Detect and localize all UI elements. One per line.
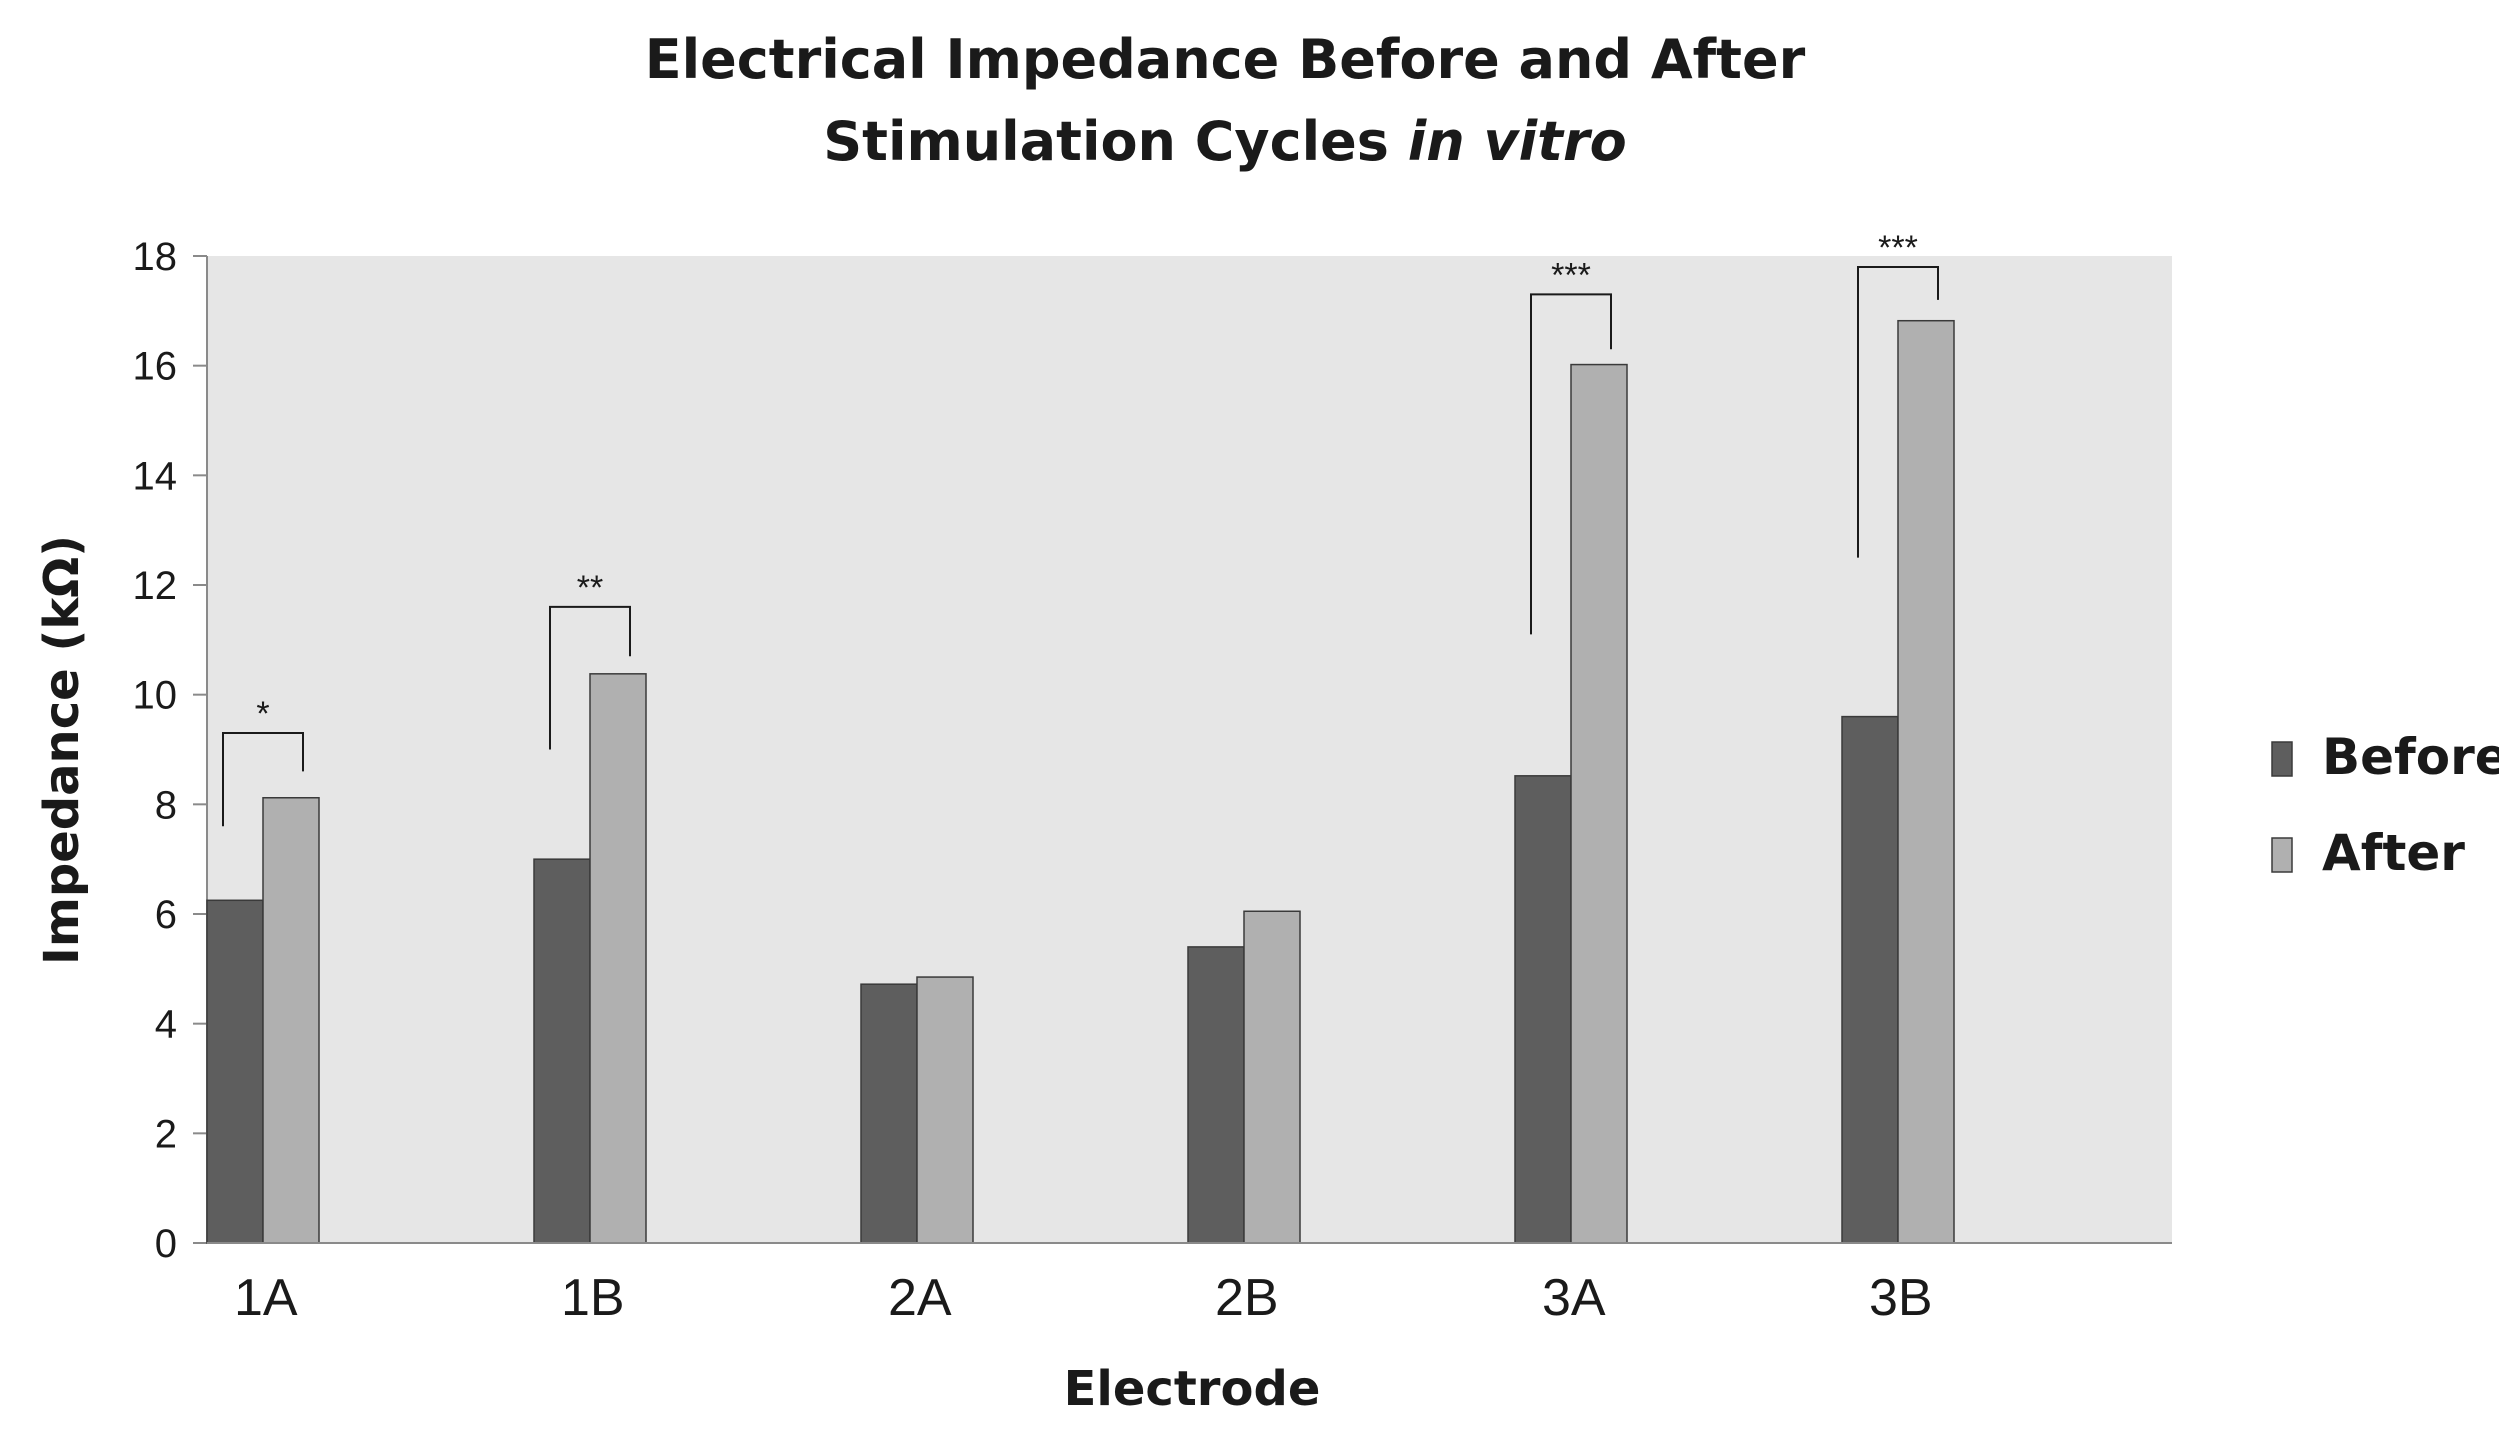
- bar-2A-before: [860, 983, 918, 1244]
- x-axis-label: Electrode: [1064, 1361, 1321, 1417]
- significance-label-1B: **: [577, 569, 603, 607]
- bar-3B-after: [1897, 319, 1955, 1244]
- y-axis-label: Impedance (kΩ): [34, 535, 90, 965]
- y-tick-label: 2: [155, 1112, 177, 1156]
- bar-3A-before: [1514, 775, 1572, 1244]
- bar-1B-before: [533, 858, 591, 1244]
- significance-bracket-3A: [1530, 293, 1612, 635]
- y-tick-label: 10: [133, 674, 178, 718]
- bar-2B-after: [1243, 910, 1301, 1244]
- legend-swatch-after: [2271, 837, 2293, 873]
- y-tick-label: 16: [133, 345, 178, 389]
- x-tick-label: 1A: [234, 1269, 298, 1327]
- significance-bracket-3B: [1857, 265, 1939, 558]
- legend-swatch-before: [2271, 741, 2293, 777]
- x-tick-label: 3A: [1542, 1269, 1606, 1327]
- significance-bracket-1B: [549, 605, 631, 750]
- significance-label-3A: ***: [1551, 256, 1591, 294]
- bar-1A-after: [262, 797, 320, 1244]
- x-tick-label: 1B: [561, 1269, 625, 1327]
- y-tick-label: 12: [133, 564, 178, 608]
- bar-2A-after: [916, 976, 974, 1244]
- y-tick-label: 0: [155, 1222, 177, 1266]
- x-tick-label: 2B: [1215, 1269, 1279, 1327]
- y-tick-label: 14: [133, 454, 178, 498]
- y-tick-label: 4: [155, 1003, 177, 1047]
- y-axis: 0 2 4 6 8 10 12 14 16 18: [133, 235, 208, 1266]
- chart-title-line1: Electrical Impedance Before and After: [645, 28, 1806, 91]
- significance-label-1A: *: [256, 695, 269, 733]
- x-tick-label: 2A: [888, 1269, 952, 1327]
- legend-label-after: After: [2322, 824, 2465, 882]
- x-axis: 1A 1B 2A 2B 3A 3B: [207, 1242, 2172, 1327]
- bar-3A-after: [1570, 363, 1628, 1244]
- legend-label-before: Before: [2322, 728, 2499, 786]
- legend: Before After: [2271, 728, 2499, 882]
- significance-brackets: *********: [222, 229, 1939, 827]
- y-tick-label: 8: [155, 783, 177, 827]
- bar-1A-before: [206, 899, 264, 1244]
- significance-label-3B: ***: [1878, 229, 1918, 267]
- bar-3B-before: [1841, 715, 1899, 1244]
- y-tick-label: 18: [133, 235, 178, 279]
- bars: [206, 319, 1955, 1244]
- x-tick-label: 3B: [1869, 1269, 1933, 1327]
- chart-title-line2: Stimulation Cycles in vitro: [823, 110, 1626, 173]
- significance-bracket-1A: [222, 732, 304, 827]
- chart-title-line2-prefix: Stimulation Cycles: [823, 110, 1407, 173]
- y-tick-label: 6: [155, 893, 177, 937]
- bar-1B-after: [589, 673, 647, 1244]
- chart-title-line2-italic: in vitro: [1408, 110, 1627, 173]
- bar-2B-before: [1187, 946, 1245, 1244]
